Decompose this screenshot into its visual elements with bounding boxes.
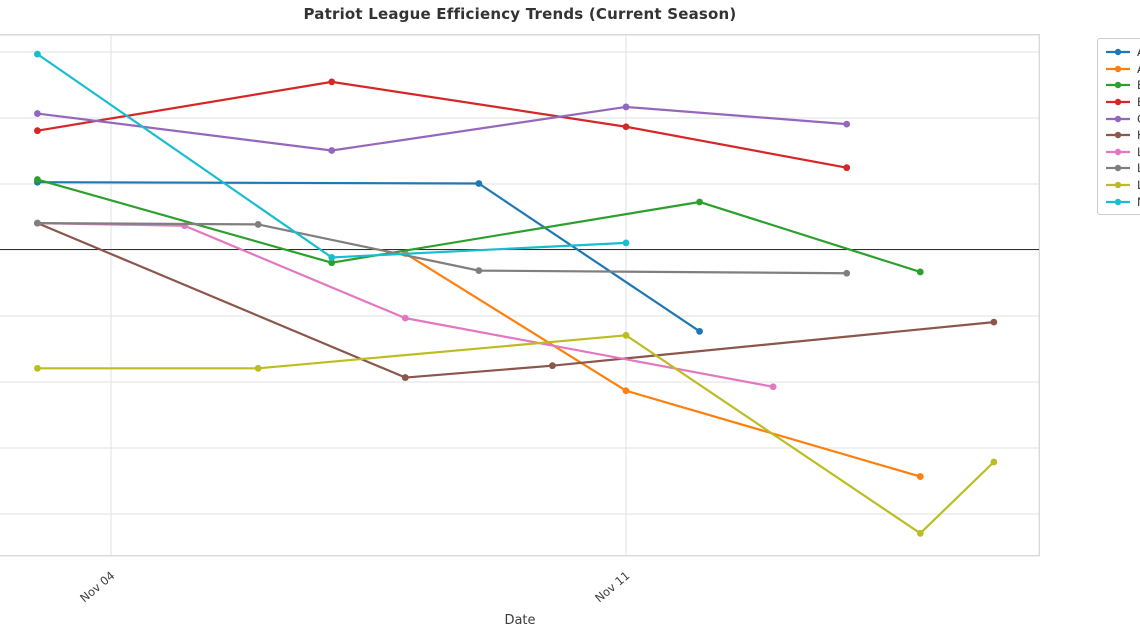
line-series-6 (36, 222, 775, 388)
legend-line-marker-icon (1106, 98, 1130, 106)
data-point-series-3 (622, 123, 630, 131)
legend-line-marker-icon (1106, 65, 1130, 73)
data-point-series-8 (916, 529, 924, 537)
data-point-series-6 (769, 383, 777, 391)
x-axis-title: Date (504, 613, 536, 628)
data-point-series-4 (328, 147, 336, 154)
data-point-series-5 (549, 362, 556, 370)
legend-item-7: L (1105, 160, 1140, 177)
line-series-8 (36, 334, 995, 535)
data-point-series-5 (990, 318, 998, 326)
data-point-series-7 (843, 269, 851, 277)
legend-label: B (1137, 95, 1140, 109)
x-tick-label-nov04: Nov 04 (77, 568, 118, 606)
chart-title: Patriot League Efficiency Trends (Curren… (303, 5, 737, 23)
legend-line-marker-icon (1106, 148, 1130, 156)
legend-label: B (1137, 78, 1140, 92)
legend: AABBCHLLLN (1097, 38, 1140, 215)
data-point-series-9 (622, 239, 630, 247)
legend-line-marker-icon (1106, 115, 1130, 122)
data-point-series-4 (34, 110, 41, 117)
data-point-series-4 (622, 103, 630, 111)
legend-item-9: N (1105, 193, 1140, 210)
legend-line-marker-icon (1106, 49, 1130, 56)
data-point-series-4 (843, 120, 851, 128)
data-point-series-2 (328, 259, 336, 267)
data-point-series-7 (34, 219, 41, 227)
legend-label: A (1137, 62, 1140, 76)
legend-item-1: A (1105, 61, 1140, 78)
legend-item-8: L (1105, 177, 1140, 194)
legend-line-marker-icon (1106, 132, 1130, 139)
data-point-series-9 (34, 50, 41, 58)
data-point-series-6 (401, 314, 409, 322)
legend-line-marker-icon (1106, 198, 1130, 205)
legend-item-2: B (1105, 77, 1140, 94)
legend-label: L (1137, 145, 1140, 159)
legend-item-0: A (1105, 44, 1140, 61)
line-series-7 (36, 222, 848, 275)
legend-item-4: C (1105, 110, 1140, 127)
plot-area (0, 34, 1040, 557)
data-point-series-7 (475, 267, 483, 275)
legend-label: H (1137, 128, 1140, 142)
legend-item-5: H (1105, 127, 1140, 144)
legend-label: C (1137, 112, 1140, 126)
data-point-series-9 (328, 254, 336, 261)
line-series-4 (36, 105, 848, 152)
data-point-series-2 (34, 176, 41, 183)
data-point-series-2 (916, 268, 924, 276)
data-point-series-7 (254, 221, 262, 228)
data-point-series-5 (401, 374, 409, 381)
legend-label: L (1137, 161, 1140, 175)
data-point-series-2 (696, 198, 703, 206)
legend-item-3: B (1105, 94, 1140, 111)
legend-line-marker-icon (1106, 165, 1130, 172)
line-series-1 (404, 252, 922, 478)
legend-label: N (1137, 195, 1140, 209)
legend-line-marker-icon (1106, 181, 1130, 189)
data-point-series-3 (34, 127, 41, 135)
legend-label: L (1137, 178, 1140, 192)
data-point-series-8 (34, 364, 41, 372)
legend-item-6: L (1105, 144, 1140, 161)
line-series-2 (36, 178, 922, 274)
data-point-series-1 (622, 387, 630, 395)
data-point-series-8 (990, 458, 998, 466)
data-point-series-0 (696, 327, 703, 335)
data-point-series-3 (843, 164, 851, 172)
legend-line-marker-icon (1106, 82, 1130, 89)
line-series-3 (36, 80, 848, 169)
data-point-series-0 (475, 180, 483, 187)
data-point-series-1 (916, 473, 924, 480)
x-tick-label-nov11: Nov 11 (592, 568, 633, 606)
legend-label: A (1137, 45, 1140, 59)
data-point-series-3 (328, 78, 336, 86)
line-series-5 (36, 222, 995, 379)
data-point-series-8 (254, 364, 262, 372)
data-point-series-8 (622, 331, 630, 339)
